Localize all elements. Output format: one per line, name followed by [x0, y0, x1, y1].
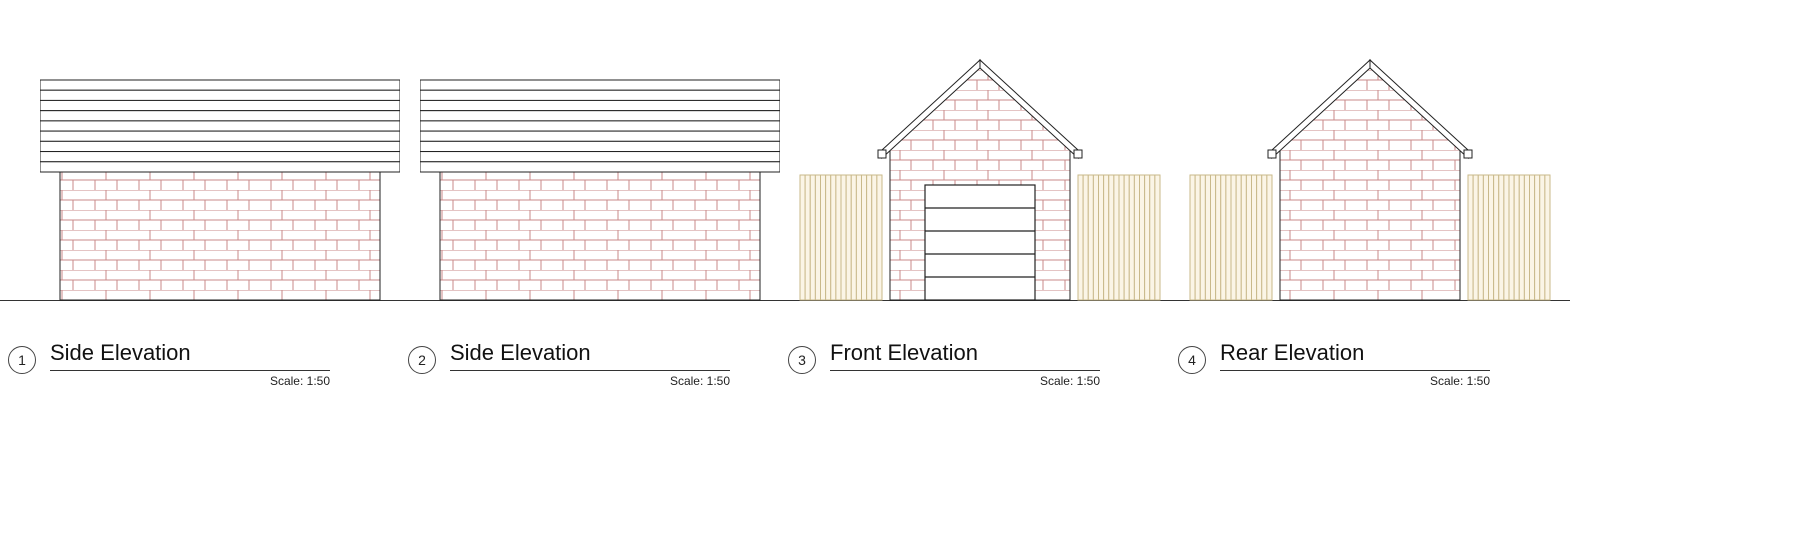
elevation-drawing: [40, 70, 400, 330]
view-scale: Scale: 1:50: [1030, 374, 1100, 388]
view-title: Front Elevation: [830, 340, 978, 366]
view-title-rule: [830, 370, 1100, 371]
elevation-panel: 1 Side Elevation Scale: 1:50: [0, 0, 420, 554]
elevation-panel: 3 Front Elevation Scale: 1:50: [780, 0, 1180, 554]
view-title-rule: [450, 370, 730, 371]
view-number: 3: [788, 346, 816, 374]
elevation-drawing: [1180, 50, 1560, 330]
view-number: 2: [408, 346, 436, 374]
elevation-drawing: [420, 70, 780, 330]
elevation-panel: 2 Side Elevation Scale: 1:50: [400, 0, 800, 554]
elevation-panel: 4 Rear Elevation Scale: 1:50: [1170, 0, 1570, 554]
view-title: Side Elevation: [50, 340, 191, 366]
view-number: 1: [8, 346, 36, 374]
view-scale: Scale: 1:50: [1420, 374, 1490, 388]
view-title: Rear Elevation: [1220, 340, 1364, 366]
view-scale: Scale: 1:50: [660, 374, 730, 388]
view-title: Side Elevation: [450, 340, 591, 366]
elevation-sheet: 1 Side Elevation Scale: 1:50 2 Side Elevatio…: [0, 0, 1800, 554]
view-title-rule: [1220, 370, 1490, 371]
view-scale: Scale: 1:50: [260, 374, 330, 388]
elevation-drawing: [790, 50, 1170, 330]
view-number: 4: [1178, 346, 1206, 374]
view-title-rule: [50, 370, 330, 371]
